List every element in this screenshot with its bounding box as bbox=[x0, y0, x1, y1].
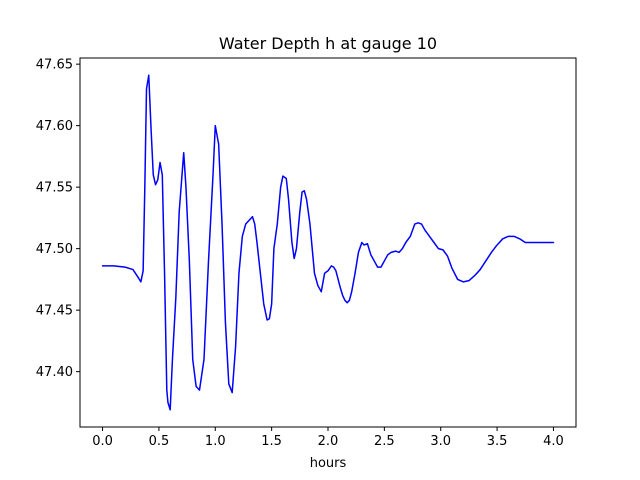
x-tick-label: 0.5 bbox=[149, 434, 170, 449]
y-axis: 47.40 47.45 47.50 47.55 47.60 47.65 bbox=[36, 58, 80, 380]
x-axis: 0.0 0.5 1.0 1.5 2.0 2.5 3.0 3.5 4.0 bbox=[92, 427, 564, 449]
x-tick-label: 3.0 bbox=[430, 434, 451, 449]
y-tick-label: 47.40 bbox=[36, 365, 73, 380]
x-tick-label: 1.0 bbox=[205, 434, 226, 449]
x-axis-label: hours bbox=[310, 456, 347, 471]
y-tick-label: 47.50 bbox=[36, 242, 73, 257]
series-layer bbox=[101, 74, 555, 411]
x-tick-label: 2.5 bbox=[374, 434, 395, 449]
y-tick-label: 47.55 bbox=[36, 181, 73, 196]
x-tick-label: 3.5 bbox=[487, 434, 508, 449]
x-tick-label: 2.0 bbox=[318, 434, 339, 449]
series-line-0 bbox=[101, 74, 555, 411]
y-tick-label: 47.45 bbox=[36, 304, 73, 319]
chart-title: Water Depth h at gauge 10 bbox=[219, 34, 437, 53]
x-tick-label: 4.0 bbox=[543, 434, 564, 449]
y-tick-label: 47.65 bbox=[36, 58, 73, 73]
x-tick-label: 0.0 bbox=[92, 434, 113, 449]
y-tick-label: 47.60 bbox=[36, 119, 73, 134]
x-tick-label: 1.5 bbox=[261, 434, 282, 449]
